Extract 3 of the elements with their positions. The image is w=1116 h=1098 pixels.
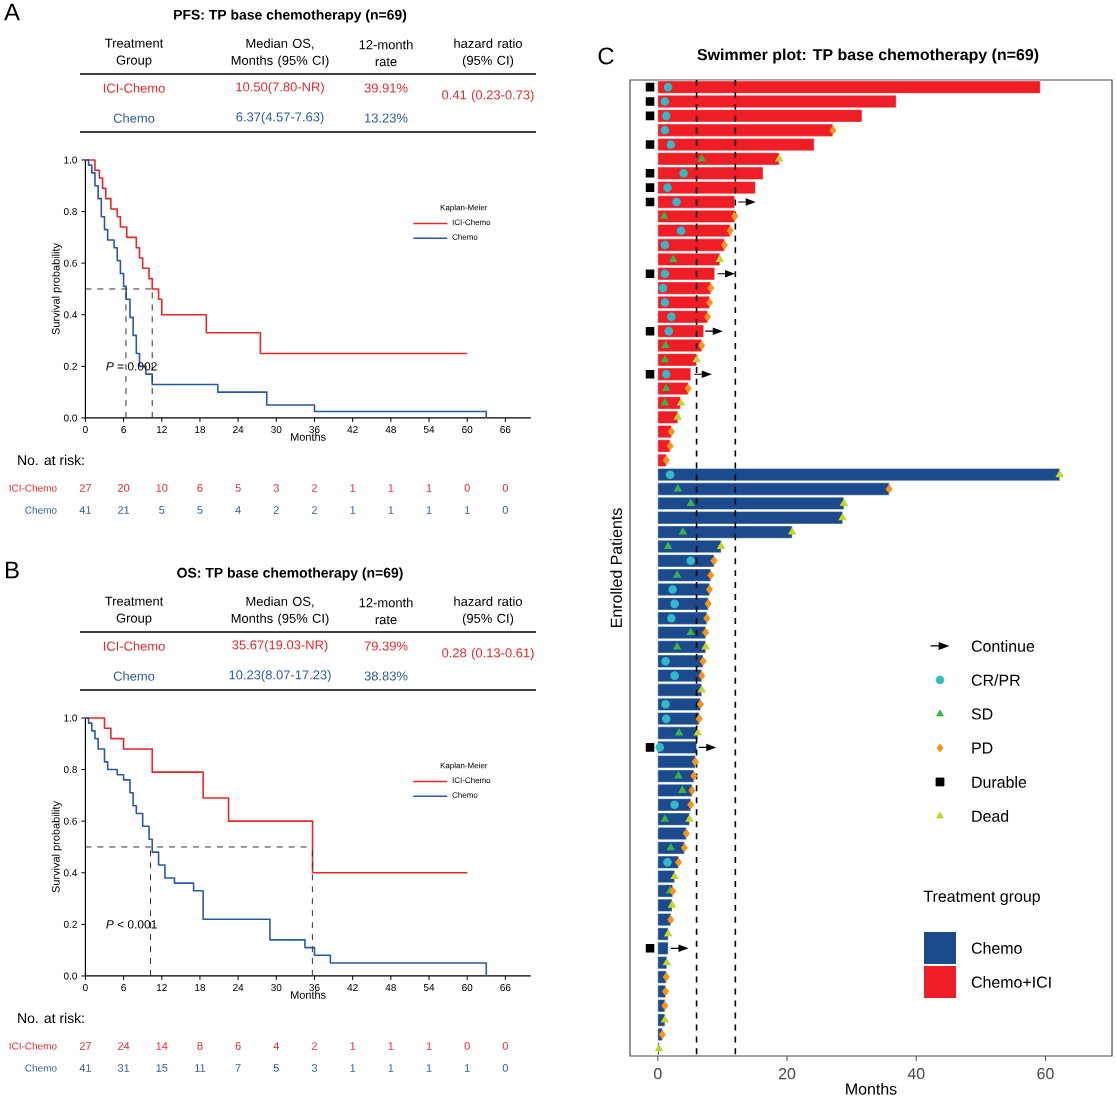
text: C (598, 47, 614, 65)
text: B (6, 561, 19, 579)
text: A (4, 3, 20, 21)
